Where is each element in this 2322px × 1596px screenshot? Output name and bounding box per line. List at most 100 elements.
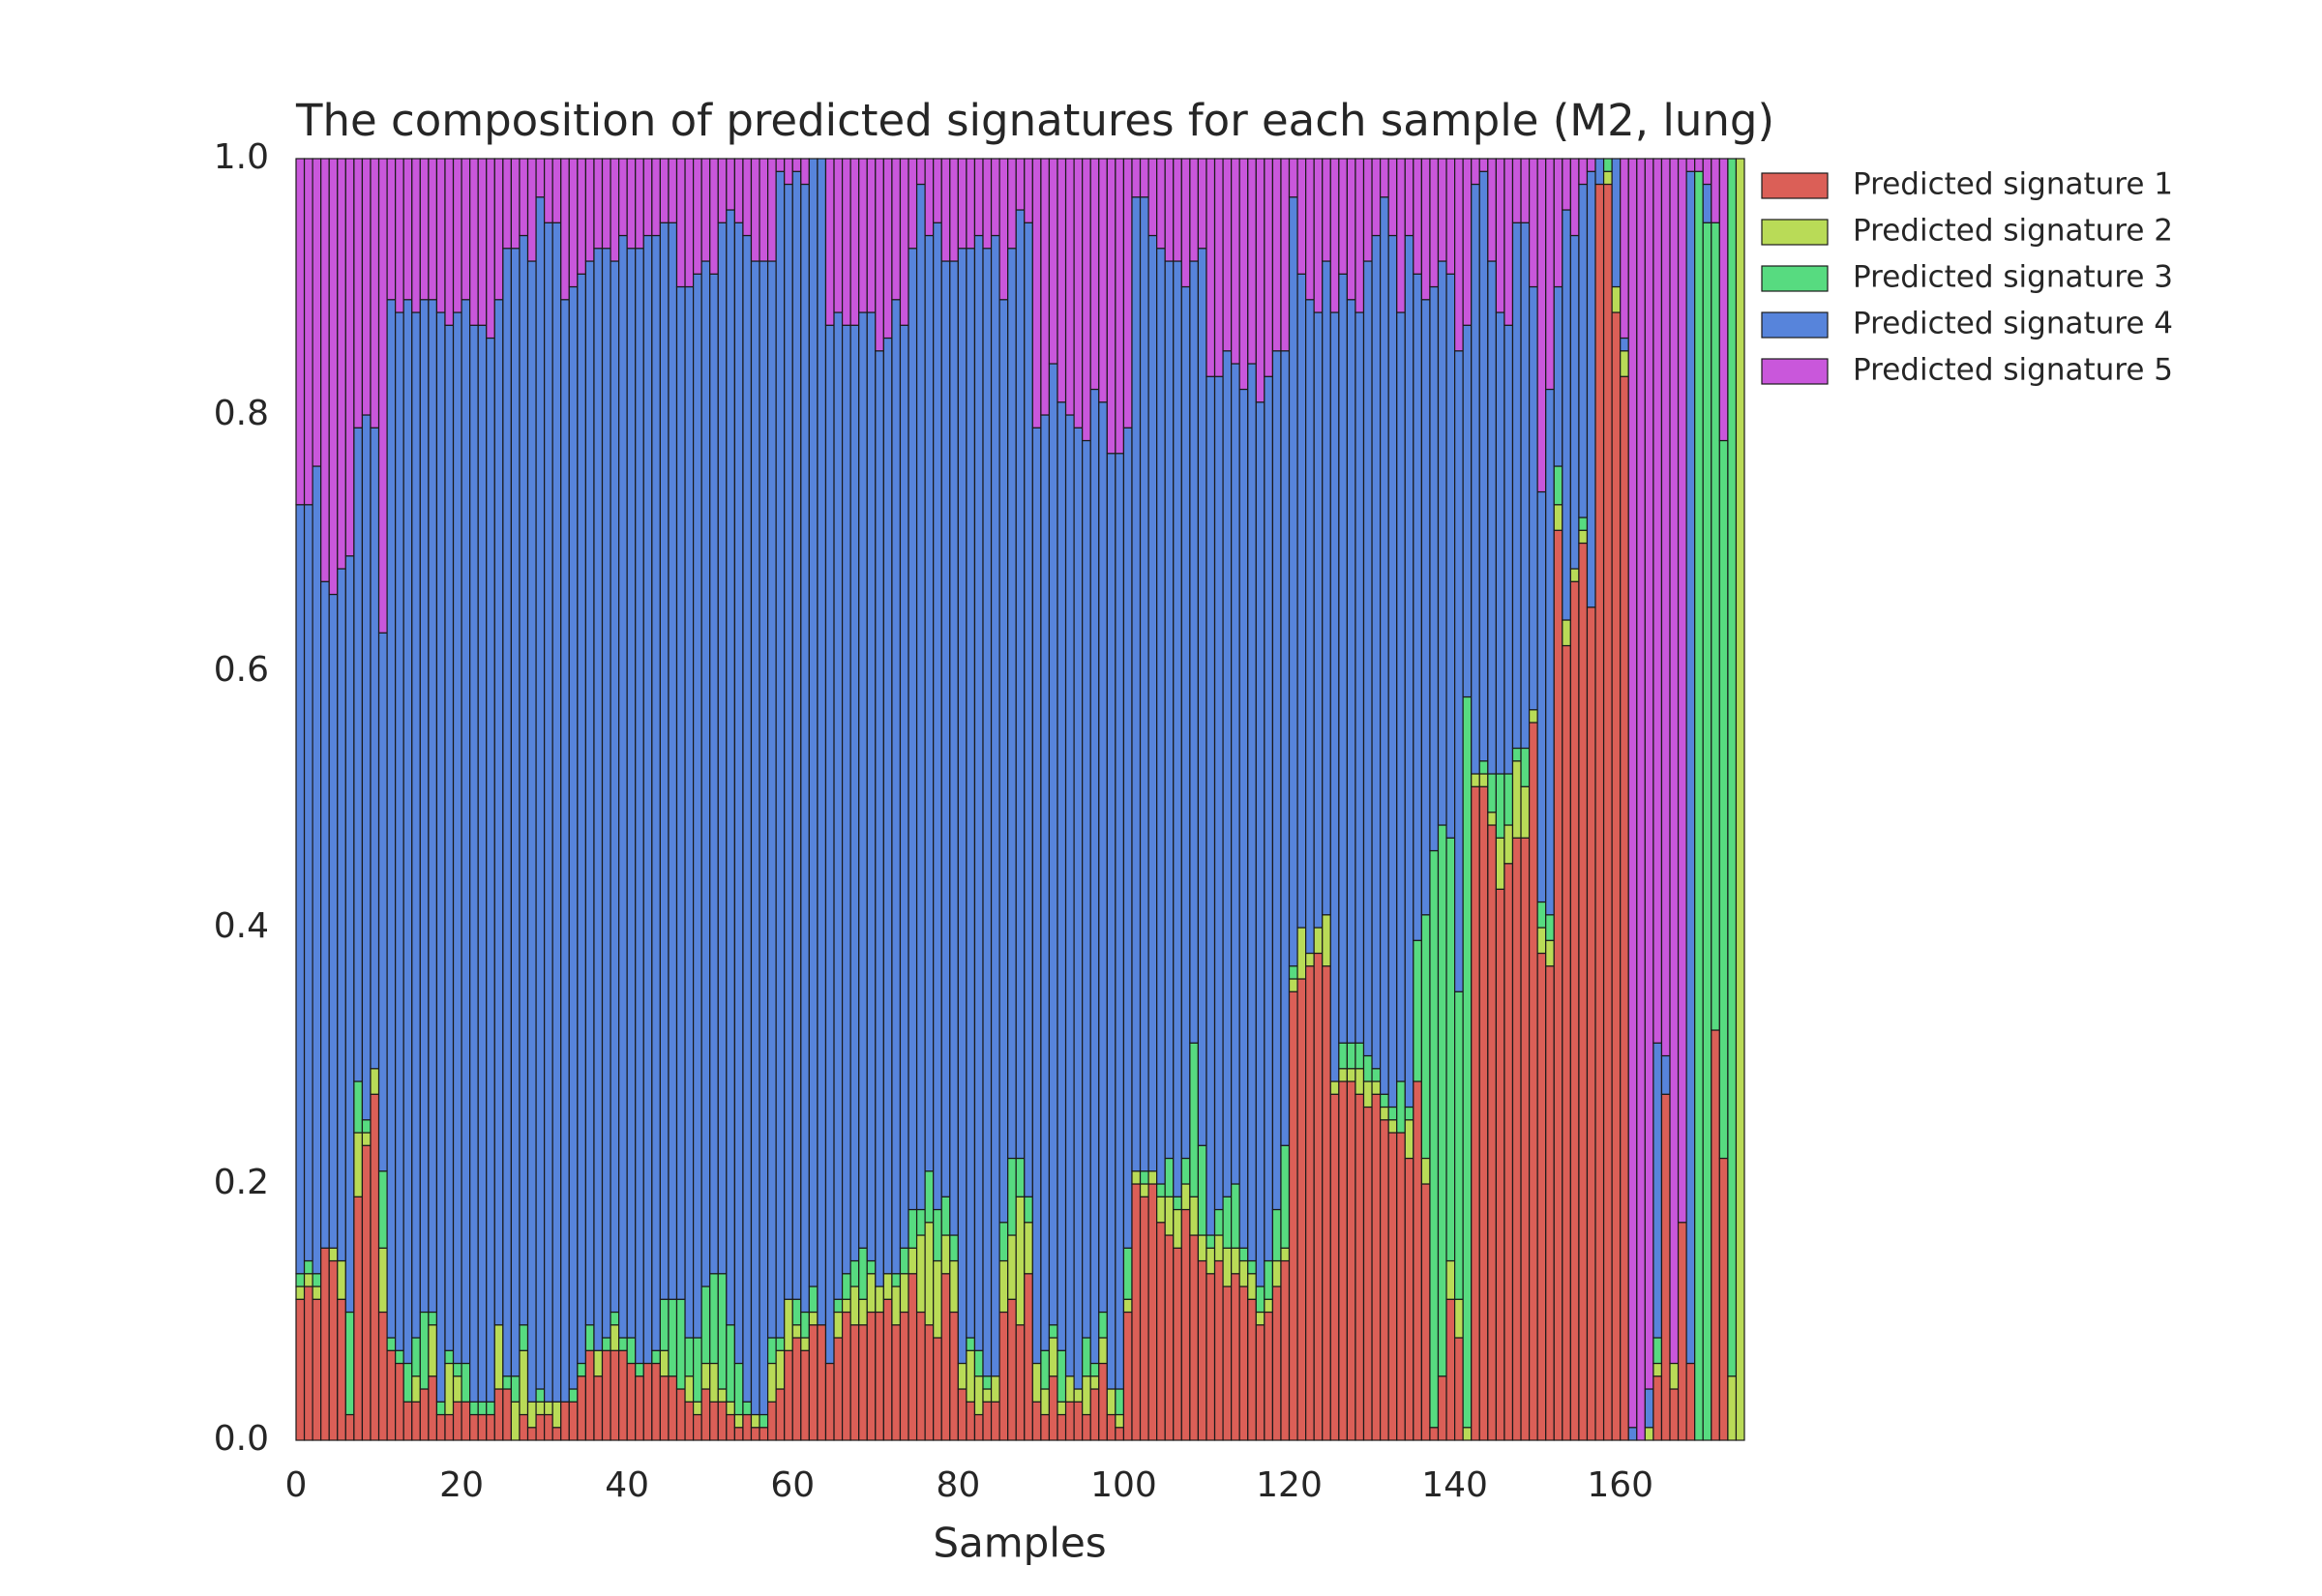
bar-segment [1296,273,1307,929]
bar-segment [1338,1068,1348,1082]
bar-segment [411,1401,421,1441]
x-tick-label: 120 [1256,1465,1323,1505]
bar-segment [1387,1106,1398,1121]
bar-segment [982,1375,993,1390]
bar-segment [1231,1247,1240,1275]
bar-segment [395,1349,404,1365]
bar-segment [1371,234,1382,1070]
bar-segment [659,158,670,223]
bar-segment [1329,1080,1340,1095]
bar-segment [519,1413,529,1441]
bar-segment [973,1375,984,1416]
bar-segment [1620,375,1629,1441]
bar-segment [328,1259,339,1441]
bar-segment [1288,978,1298,992]
bar-segment [800,158,810,186]
bar-segment [1089,158,1100,391]
bar-segment [386,299,397,1339]
bar-segment [1255,1324,1265,1441]
bar-segment [444,324,455,1351]
bar-segment [949,260,959,1236]
bar-segment [800,1337,810,1351]
bar-segment [395,1362,404,1441]
bar-segment [535,1388,546,1403]
bar-segment [1048,158,1058,365]
bar-segment [1346,1068,1356,1082]
bar-segment [1453,1337,1464,1441]
bar-segment [791,170,802,1300]
bar-segment [957,248,968,1365]
bar-segment [551,1427,562,1441]
bar-segment [784,183,793,1300]
bar-segment [1064,1401,1075,1441]
bar-segment [1478,158,1489,172]
bar-segment [328,1247,339,1262]
bar-segment [593,1375,604,1441]
bar-segment [759,1413,769,1429]
bar-segment [1346,158,1356,301]
bar-segment [1031,427,1042,1365]
bar-segment [1354,158,1365,313]
bar-segment [1611,311,1622,1441]
bar-segment [1255,158,1265,403]
bar-segment [1031,1362,1042,1403]
bar-segment [519,234,529,1326]
bar-segment [626,1362,637,1441]
bar-segment [709,1401,719,1441]
bar-segment [1660,1054,1671,1095]
bar-segment [1189,1234,1200,1441]
bar-segment [295,1286,306,1300]
bar-segment [1313,927,1324,955]
bar-segment [502,1375,513,1390]
bar-segment [1578,517,1589,531]
bar-segment [858,1324,868,1441]
bar-segment [866,311,877,1262]
bar-segment [370,158,380,429]
bar-segment [560,158,570,301]
bar-segment [1288,965,1298,980]
bar-segment [477,1413,488,1441]
bar-segment [1206,1234,1216,1249]
bar-segment [1288,196,1298,967]
bar-segment [1173,1208,1182,1249]
bar-segment [1627,158,1638,1429]
bar-segment [320,580,330,1249]
bar-segment [535,158,546,198]
bar-segment [1271,1286,1282,1441]
bar-segment [1413,158,1422,275]
bar-segment [791,1298,802,1326]
bar-segment [1685,170,1696,1365]
bar-segment [866,1273,877,1314]
bar-segment [1478,170,1489,762]
bar-segment [1040,1349,1051,1390]
legend-label: Predicted signature 3 [1853,260,2173,295]
bar-segment [1213,1234,1224,1262]
bar-segment [1197,1234,1207,1262]
bar-segment [1073,158,1084,429]
bar-segment [891,1324,902,1441]
bar-segment [1569,234,1580,570]
bar-segment [635,1362,644,1377]
bar-segment [933,1337,942,1441]
bar-segment [1354,311,1365,1044]
bar-segment [1089,1375,1100,1390]
bar-segment [1553,158,1563,288]
bar-segment [1057,1413,1067,1441]
bar-segment [1420,299,1431,916]
bar-segment [1213,1259,1224,1441]
bar-segment [966,248,976,1339]
bar-segment [998,1259,1009,1314]
bar-segment [982,1401,993,1441]
bar-segment [577,273,586,1365]
legend-swatch [1761,265,1829,292]
bar-segment [1694,170,1704,1441]
bar-segment [1098,158,1108,403]
bar-segment [1264,1311,1274,1441]
bar-segment [1718,439,1729,1160]
bar-segment [693,1337,702,1403]
bar-segment [833,311,844,1300]
bar-segment [395,158,404,313]
bar-segment [402,1401,413,1441]
bar-segment [1015,158,1026,211]
bar-segment [1396,1132,1406,1441]
